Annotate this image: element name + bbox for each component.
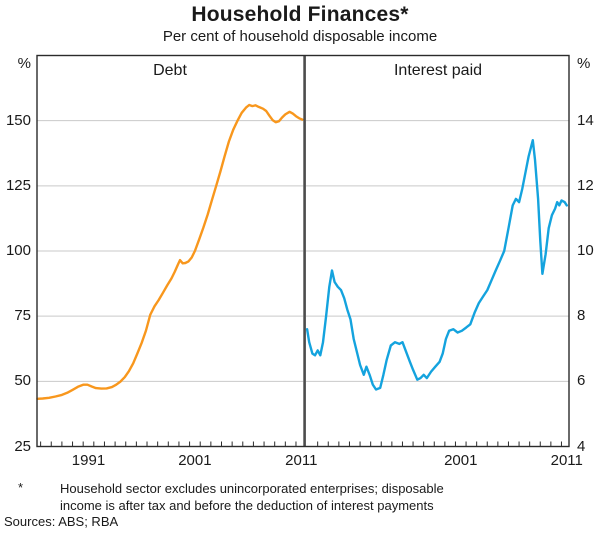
y-tick-label-left: 25 [14, 437, 31, 455]
x-tick-label: 2001 [178, 452, 212, 469]
y-tick-label-left: 100 [5, 242, 31, 259]
x-tick-label: 2011 [285, 452, 318, 469]
y-tick-label-left: 150 [5, 111, 31, 129]
y-tick-label-left: 125 [5, 176, 31, 194]
panel-title-debt: Debt [153, 62, 187, 79]
x-tick-label: 2011 [550, 452, 583, 469]
right-axis-unit-label: % [577, 55, 591, 72]
series-line-debt_line [36, 103, 304, 400]
footnote-line-1: Household sector excludes unincorporated… [60, 481, 444, 496]
y-tick-label-right: 4 [577, 437, 586, 455]
y-tick-label-right: 10 [577, 242, 594, 259]
footnote-marker: * [18, 480, 24, 495]
series-line-interest_line [305, 138, 568, 391]
x-tick-label: 1991 [71, 452, 106, 469]
sources-note: Sources: ABS; RBA [4, 514, 119, 529]
y-tick-label-left: 75 [14, 307, 31, 325]
x-tick-label: 2001 [444, 452, 478, 469]
y-tick-label-right: 14 [577, 111, 594, 129]
y-tick-label-right: 8 [577, 307, 586, 325]
y-tick-label-right: 6 [577, 372, 586, 390]
chart-subtitle: Per cent of household disposable income [162, 28, 438, 45]
plot-frame [36, 54, 570, 448]
footnote-line-2: income is after tax and before the deduc… [60, 498, 434, 513]
y-tick-label-left: 50 [14, 372, 31, 390]
panel-title-interest-paid: Interest paid [393, 62, 483, 79]
left-axis-unit-label: % [17, 55, 31, 72]
y-tick-label-right: 12 [577, 176, 594, 194]
chart-title: Household Finances* [191, 3, 409, 26]
